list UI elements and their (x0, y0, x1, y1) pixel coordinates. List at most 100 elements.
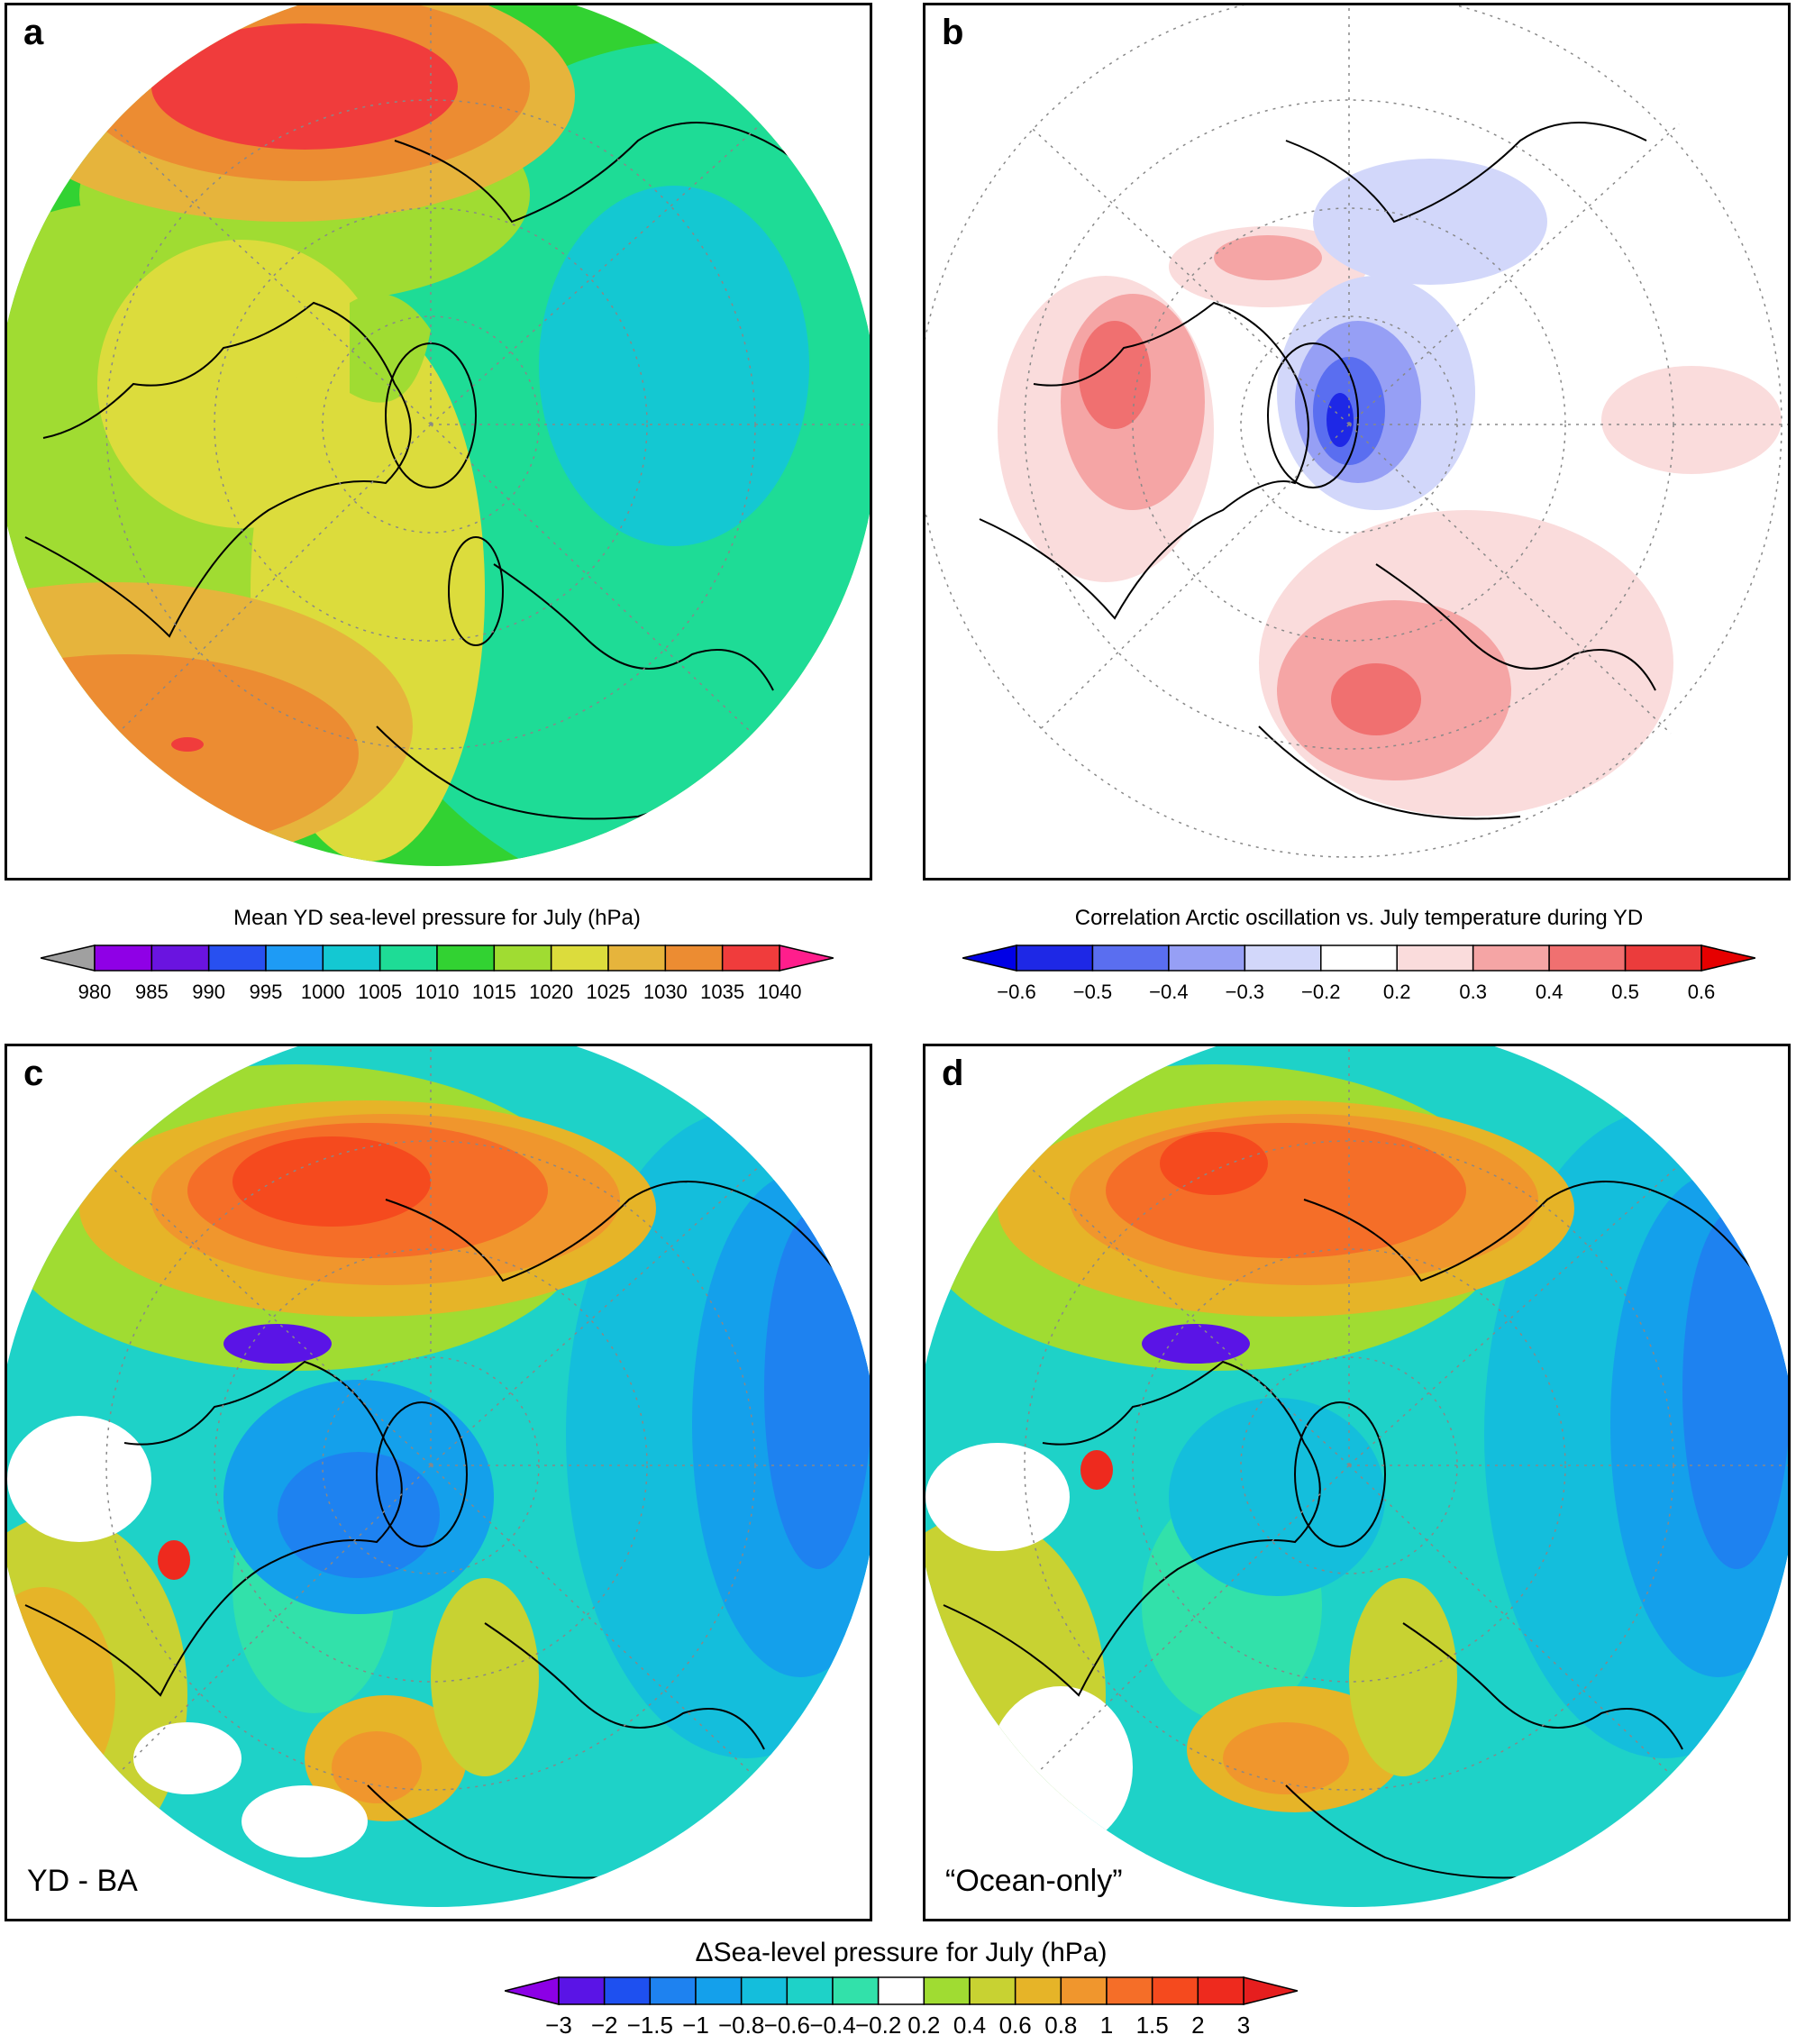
panel-b: b (923, 3, 1791, 881)
colorbar-tick-label: −0.2 (1301, 981, 1341, 1003)
colorbar-tick-label: 0.2 (1382, 981, 1411, 1003)
colorbar-title-corr: Correlation Arctic oscillation vs. July … (1074, 906, 1644, 930)
colorbar-over-triangle (1700, 944, 1755, 972)
colorbar-swatch (1014, 1976, 1062, 2005)
panel-a: a (5, 3, 872, 881)
colorbar-tick-label: −0.6 (997, 981, 1036, 1003)
panel-c: c YD - BA (5, 1044, 872, 1921)
map-dslp-ocean-only (925, 1046, 1788, 1907)
colorbar-tick-label: −0.2 (854, 2012, 902, 2039)
colorbar-swatch (1472, 944, 1550, 972)
colorbar-tick-label: −1.5 (626, 2012, 673, 2039)
colorbar-dslp (505, 1976, 1298, 2005)
colorbar-labels-corr: −0.6 −0.5 −0.4 −0.3 −0.2 0.2 0.3 0.4 0.5 0.6 (962, 981, 1755, 1008)
colorbar-swatch (1016, 944, 1094, 972)
colorbar-swatch (1060, 1976, 1108, 2005)
colorbar-tick-label: 0.4 (1535, 981, 1564, 1003)
colorbar-tick-label: 1005 (358, 981, 403, 1003)
colorbar-swatch (1320, 944, 1398, 972)
colorbar-swatch (378, 944, 438, 972)
colorbar-swatch (1106, 1976, 1153, 2005)
colorbar-swatch (265, 944, 324, 972)
colorbar-swatch (832, 1976, 880, 2005)
colorbar-title-slp: Mean YD sea-level pressure for July (hPa… (233, 906, 641, 930)
colorbar-swatch (436, 944, 496, 972)
colorbar-tick-label: 1030 (643, 981, 688, 1003)
colorbar-tick-label: 1010 (415, 981, 460, 1003)
colorbar-tick-label: 995 (249, 981, 283, 1003)
colorbar-tick-label: 0.2 (907, 2012, 941, 2039)
colorbar-corr (962, 944, 1755, 972)
map-slp-mean (7, 5, 870, 866)
colorbar-tick-label: −1 (682, 2012, 709, 2039)
colorbar-tick-label: 3 (1236, 2012, 1251, 2039)
colorbar-labels-slp: 980 985 990 995 1000 1005 1010 1015 1020 1025 1030… (41, 981, 834, 1008)
colorbar-swatch (1624, 944, 1702, 972)
colorbar-slp (41, 944, 834, 972)
colorbar-swatch (969, 1976, 1017, 2005)
panel-d: d “Ocean-only” (923, 1044, 1791, 1921)
colorbar-tick-label: 0.5 (1611, 981, 1639, 1003)
colorbar-swatch (1091, 944, 1170, 972)
colorbar-under-triangle (41, 944, 96, 972)
colorbar-swatch (786, 1976, 834, 2005)
colorbar-title-dslp: ΔSea-level pressure for July (hPa) (695, 1938, 1108, 1967)
colorbar-swatch (607, 944, 667, 972)
colorbar-under-triangle (505, 1976, 560, 2005)
colorbar-tick-label: 1040 (757, 981, 802, 1003)
colorbar-tick-label: −0.6 (763, 2012, 810, 2039)
colorbar-tick-label: −0.3 (1225, 981, 1265, 1003)
colorbar-swatch (1548, 944, 1627, 972)
map-dslp-yd-ba (7, 1046, 870, 1907)
colorbar-tick-label: 2 (1191, 2012, 1205, 2039)
colorbar-swatch (1244, 944, 1322, 972)
colorbar-tick-label: 0.3 (1459, 981, 1487, 1003)
colorbar-swatch (322, 944, 381, 972)
colorbar-swatch (923, 1976, 971, 2005)
colorbar-swatch (493, 944, 552, 972)
panel-caption: “Ocean-only” (945, 1864, 1123, 1898)
panel-letter: a (23, 13, 44, 52)
colorbar-tick-label: 1025 (586, 981, 631, 1003)
colorbar-tick-label: 0.6 (998, 2012, 1032, 2039)
colorbar-tick-label: −3 (545, 2012, 572, 2039)
colorbar-tick-label: 1035 (700, 981, 745, 1003)
colorbar-over-triangle (779, 944, 834, 972)
panel-letter: c (23, 1054, 44, 1093)
colorbar-swatch (695, 1976, 743, 2005)
colorbar-tick-label: −0.5 (1072, 981, 1113, 1003)
colorbar-tick-label: −0.4 (1149, 981, 1189, 1003)
colorbar-tick-label: 1 (1099, 2012, 1114, 2039)
panel-letter: d (942, 1054, 964, 1093)
colorbar-swatch (94, 944, 153, 972)
colorbar-tick-label: −0.4 (809, 2012, 856, 2039)
colorbar-swatch (603, 1976, 652, 2005)
colorbar-tick-label: 0.4 (953, 2012, 987, 2039)
panel-caption: YD - BA (27, 1864, 138, 1898)
colorbar-swatch (207, 944, 267, 972)
colorbar-swatch (740, 1976, 789, 2005)
colorbar-tick-label: 1000 (300, 981, 345, 1003)
colorbar-swatch (550, 944, 609, 972)
colorbar-swatch (877, 1976, 925, 2005)
colorbar-tick-label: 985 (134, 981, 169, 1003)
colorbar-tick-label: 1020 (529, 981, 574, 1003)
colorbar-swatch (1396, 944, 1474, 972)
map-correlation (925, 5, 1788, 866)
colorbar-tick-label: 0.6 (1687, 981, 1716, 1003)
colorbar-labels-dslp: −3 −2 −1.5 −1 −0.8 −0.6 −0.4 −0.2 0.2 0.4 0.6 0.8 1 1… (505, 2012, 1298, 2039)
colorbar-tick-label: 980 (77, 981, 112, 1003)
colorbar-swatch (721, 944, 780, 972)
colorbar-swatch (558, 1976, 606, 2005)
colorbar-tick-label: 1015 (471, 981, 516, 1003)
colorbar-tick-label: 990 (192, 981, 226, 1003)
colorbar-tick-label: 0.8 (1044, 2012, 1078, 2039)
colorbar-tick-label: −2 (590, 2012, 618, 2039)
colorbar-swatch (1168, 944, 1246, 972)
colorbar-swatch (150, 944, 210, 972)
colorbar-swatch (649, 1976, 697, 2005)
colorbar-tick-label: 1.5 (1135, 2012, 1169, 2039)
colorbar-swatch (1151, 1976, 1199, 2005)
colorbar-tick-label: −0.8 (717, 2012, 765, 2039)
panel-letter: b (942, 13, 964, 52)
